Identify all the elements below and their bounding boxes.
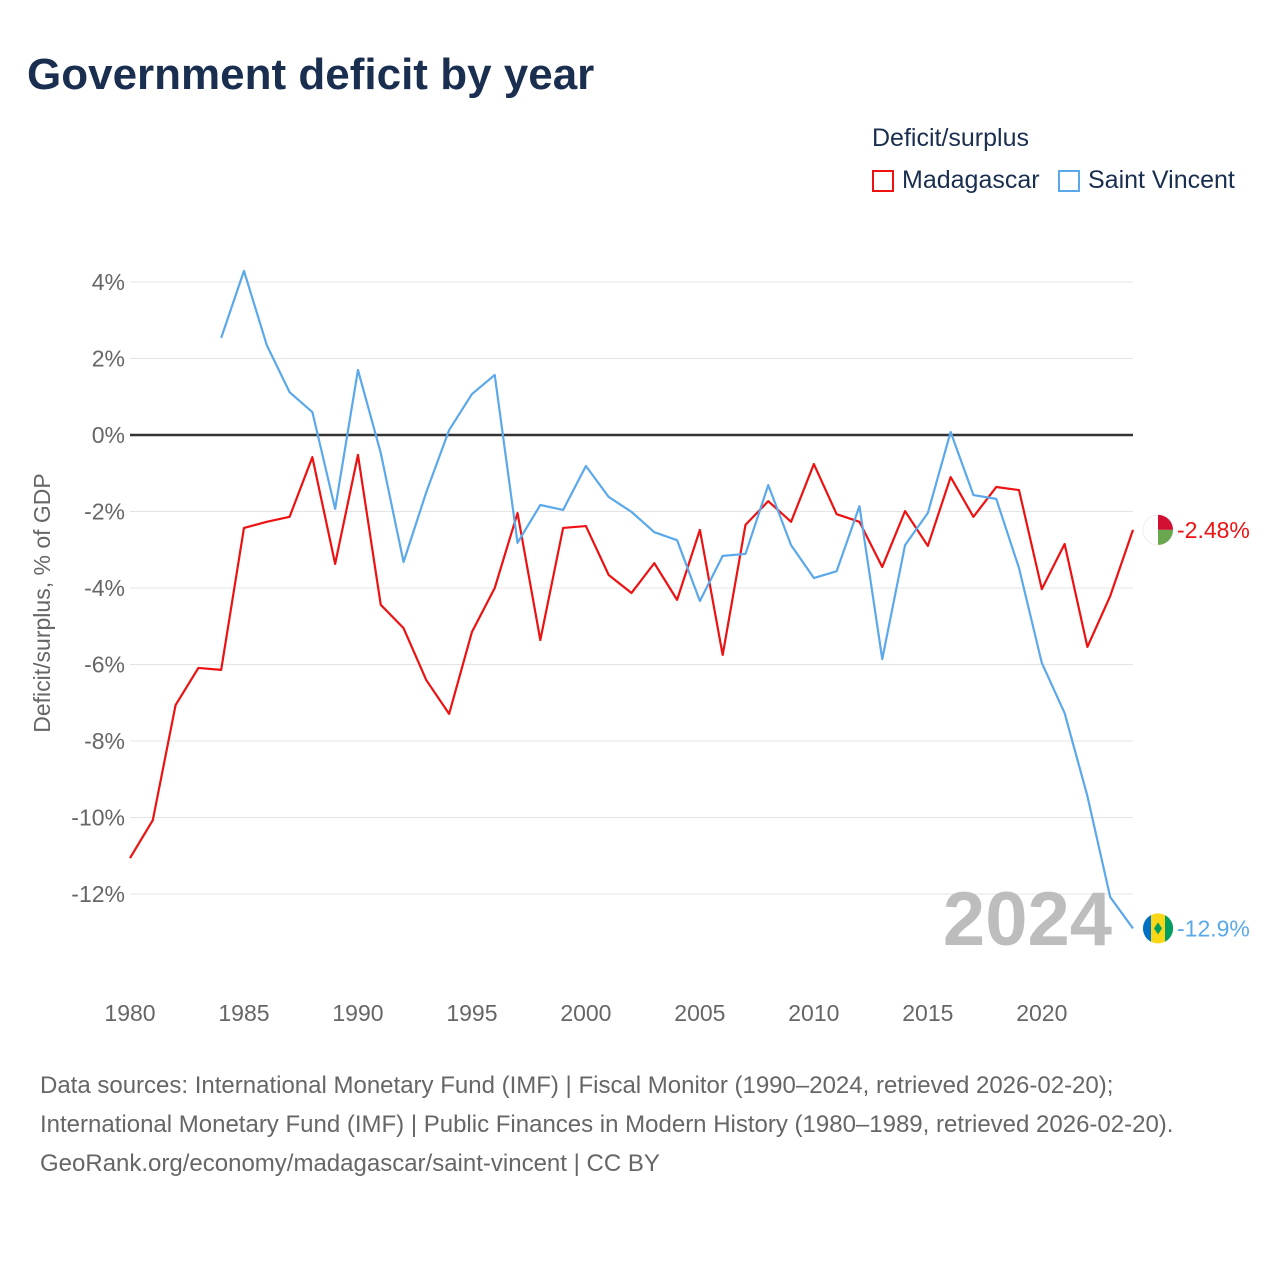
legend-label: Saint Vincent	[1088, 166, 1235, 194]
x-tick-label: 2010	[788, 1000, 839, 1026]
series-line-madagascar	[129, 453, 1135, 859]
end-value-label: -12.9%	[1177, 915, 1250, 941]
y-tick-label: 4%	[92, 269, 125, 295]
y-tick-label: -4%	[84, 575, 125, 601]
line-chart: 4% 2% 0% -2% -4% -6% -8% -10% -12% 1980 1985 1990 19…	[29, 269, 1250, 1026]
legend-title: Deficit/surplus	[872, 124, 1029, 152]
end-value-label: -2.48%	[1177, 517, 1250, 543]
x-tick-label: 1995	[446, 1000, 497, 1026]
x-tick-label: 2015	[902, 1000, 953, 1026]
flag-green	[1158, 529, 1174, 545]
y-axis-label: Deficit/surplus, % of GDP	[29, 473, 55, 732]
y-tick-label: -8%	[84, 728, 125, 754]
series-line-saint-vincent	[220, 269, 1134, 930]
x-tick-label: 1990	[332, 1000, 383, 1026]
x-tick-label: 2020	[1016, 1000, 1067, 1026]
y-tick-label: 2%	[92, 346, 125, 372]
data-sources: Data sources: International Monetary Fun…	[40, 1072, 1174, 1138]
flag-red	[1158, 514, 1173, 530]
y-tick-label: -12%	[71, 881, 125, 907]
legend-label: Madagascar	[902, 166, 1040, 194]
y-tick-label: -2%	[84, 499, 125, 525]
x-tick-label: 2000	[560, 1000, 611, 1026]
y-tick-label: -6%	[84, 652, 125, 678]
credit-link[interactable]: GeoRank.org/economy/madagascar/saint-vin…	[40, 1150, 660, 1177]
flag-diamonds	[1154, 922, 1162, 935]
year-watermark: 2024	[943, 877, 1112, 962]
y-tick-label: 0%	[92, 422, 125, 448]
footer: Data sources: International Monetary Fun…	[40, 1066, 1240, 1183]
flag-green	[1165, 915, 1174, 942]
x-tick-label: 1985	[218, 1000, 269, 1026]
legend-swatch-madagascar	[872, 169, 894, 192]
flag-blue	[1142, 915, 1151, 942]
y-tick-label: -10%	[71, 805, 125, 831]
chart-title: Government deficit by year	[27, 50, 595, 99]
legend-item-saint-vincent[interactable]: Saint Vincent	[1058, 166, 1235, 195]
legend-swatch-saint-vincent	[1058, 169, 1080, 192]
x-tick-label: 2005	[674, 1000, 725, 1026]
legend-item-madagascar[interactable]: Madagascar	[872, 166, 1040, 195]
x-tick-label: 1980	[104, 1000, 155, 1026]
